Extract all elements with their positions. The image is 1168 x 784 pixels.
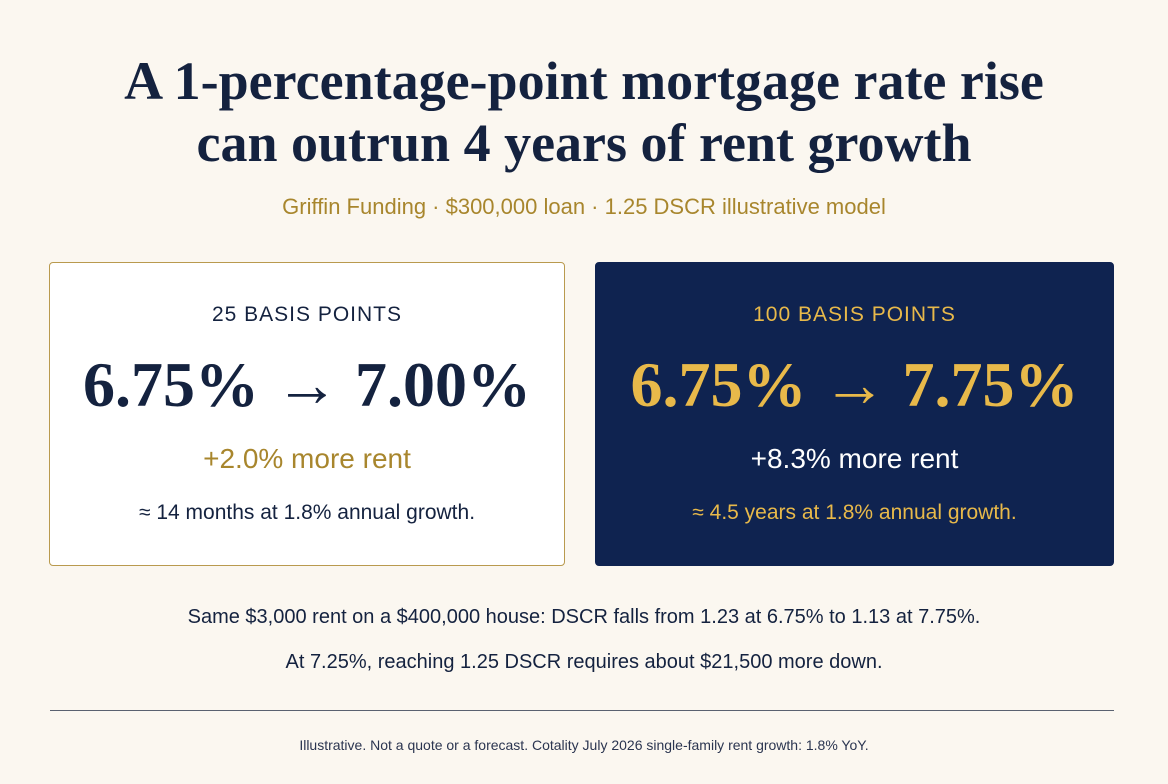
divider <box>50 710 1114 711</box>
footnote: Illustrative. Not a quote or a forecast.… <box>299 737 869 753</box>
dscr-note: Same $3,000 rent on a $400,000 house: DS… <box>187 606 981 628</box>
card-25-basis-points: 25 BASIS POINTS 6.75% → 7.00% +2.0% more… <box>49 262 565 566</box>
card-label: 100 BASIS POINTS <box>753 303 956 326</box>
down-payment-note: At 7.25%, reaching 1.25 DSCR requires ab… <box>285 651 883 673</box>
headline-line-2: can outrun 4 years of rent growth <box>196 113 972 173</box>
card-label: 25 BASIS POINTS <box>211 303 403 326</box>
rent-increase: +2.0% more rent <box>203 443 411 474</box>
rent-increase: +8.3% more rent <box>750 443 959 474</box>
rate-change: 6.75% → 7.00% <box>83 349 531 420</box>
subtitle: Griffin Funding · $300,000 loan · 1.25 D… <box>282 194 886 219</box>
rate-change: 6.75% → 7.75% <box>630 349 1079 420</box>
headline: A 1-percentage-point mortgage rate rise … <box>0 50 1168 174</box>
headline-line-1: A 1-percentage-point mortgage rate rise <box>124 51 1044 111</box>
card-100-basis-points: 100 BASIS POINTS 6.75% → 7.75% +8.3% mor… <box>595 262 1114 566</box>
growth-equivalent: ≈ 4.5 years at 1.8% annual growth. <box>692 501 1017 524</box>
growth-equivalent: ≈ 14 months at 1.8% annual growth. <box>138 501 476 524</box>
